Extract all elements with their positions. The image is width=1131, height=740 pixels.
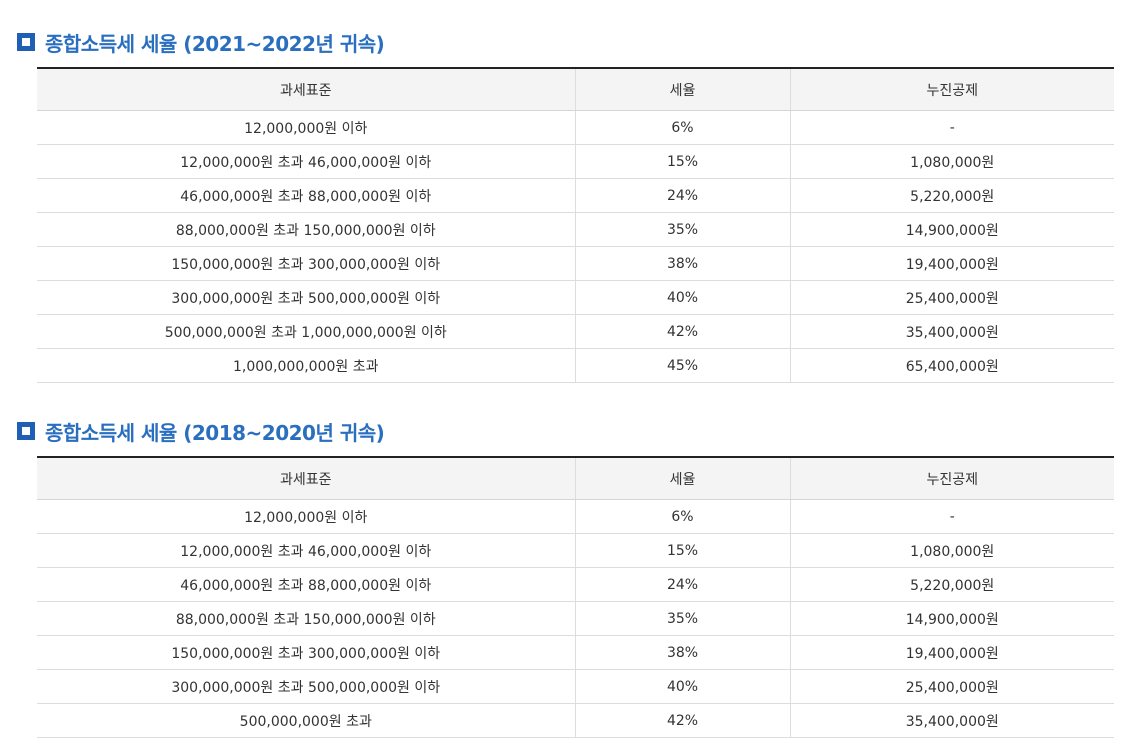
section-heading: 종합소득세 세율 (2021~2022년 귀속)	[17, 28, 385, 56]
square-bullet-icon	[17, 422, 35, 440]
column-header-tax-rate: 세율	[574, 67, 790, 111]
tax-base-cell: 150,000,000원 초과 300,000,000원 이하	[37, 635, 575, 670]
table-row: 150,000,000원 초과 300,000,000원 이하 38% 19,4…	[37, 635, 1114, 670]
deduction-cell: -	[789, 499, 1114, 534]
table-row: 12,000,000원 이하 6% -	[37, 110, 1114, 145]
table-row: 500,000,000원 초과 42% 35,400,000원	[37, 703, 1114, 738]
tax-rate-cell: 42%	[574, 703, 790, 738]
tax-base-cell: 88,000,000원 초과 150,000,000원 이하	[37, 212, 575, 247]
table-row: 300,000,000원 초과 500,000,000원 이하 40% 25,4…	[37, 280, 1114, 315]
table-row: 88,000,000원 초과 150,000,000원 이하 35% 14,90…	[37, 212, 1114, 247]
tax-rate-cell: 40%	[574, 280, 790, 315]
deduction-cell: 65,400,000원	[789, 348, 1114, 383]
table-row: 300,000,000원 초과 500,000,000원 이하 40% 25,4…	[37, 669, 1114, 704]
table-row: 12,000,000원 초과 46,000,000원 이하 15% 1,080,…	[37, 533, 1114, 568]
table-row: 46,000,000원 초과 88,000,000원 이하 24% 5,220,…	[37, 178, 1114, 213]
tax-base-cell: 500,000,000원 초과 1,000,000,000원 이하	[37, 314, 575, 349]
deduction-cell: 35,400,000원	[789, 314, 1114, 349]
tax-base-cell: 1,000,000,000원 초과	[37, 348, 575, 383]
deduction-cell: 19,400,000원	[789, 635, 1114, 670]
section-title: 종합소득세 세율 (2021~2022년 귀속)	[45, 31, 385, 56]
tax-rate-cell: 24%	[574, 178, 790, 213]
tax-rate-table: 과세표준 세율 누진공제 12,000,000원 이하 6% - 12,000,…	[37, 67, 1114, 383]
table-row: 12,000,000원 초과 46,000,000원 이하 15% 1,080,…	[37, 144, 1114, 179]
tax-base-cell: 300,000,000원 초과 500,000,000원 이하	[37, 669, 575, 704]
tax-rate-table: 과세표준 세율 누진공제 12,000,000원 이하 6% - 12,000,…	[37, 456, 1114, 738]
column-header-tax-rate: 세율	[574, 456, 790, 500]
deduction-cell: 14,900,000원	[789, 212, 1114, 247]
deduction-cell: 5,220,000원	[789, 178, 1114, 213]
tax-rate-cell: 38%	[574, 635, 790, 670]
column-header-progressive-deduction: 누진공제	[789, 456, 1114, 500]
table-header-row: 과세표준 세율 누진공제	[37, 67, 1114, 111]
deduction-cell: 5,220,000원	[789, 567, 1114, 602]
section-heading: 종합소득세 세율 (2018~2020년 귀속)	[17, 417, 385, 445]
tax-base-cell: 150,000,000원 초과 300,000,000원 이하	[37, 246, 575, 281]
tax-base-cell: 46,000,000원 초과 88,000,000원 이하	[37, 178, 575, 213]
table-row: 500,000,000원 초과 1,000,000,000원 이하 42% 35…	[37, 314, 1114, 349]
tax-base-cell: 88,000,000원 초과 150,000,000원 이하	[37, 601, 575, 636]
column-header-tax-base: 과세표준	[37, 67, 575, 111]
deduction-cell: 14,900,000원	[789, 601, 1114, 636]
tax-rate-cell: 35%	[574, 212, 790, 247]
deduction-cell: 19,400,000원	[789, 246, 1114, 281]
tax-base-cell: 46,000,000원 초과 88,000,000원 이하	[37, 567, 575, 602]
tax-rate-cell: 42%	[574, 314, 790, 349]
tax-base-cell: 12,000,000원 초과 46,000,000원 이하	[37, 144, 575, 179]
deduction-cell: 25,400,000원	[789, 280, 1114, 315]
table-row: 88,000,000원 초과 150,000,000원 이하 35% 14,90…	[37, 601, 1114, 636]
table-row: 12,000,000원 이하 6% -	[37, 499, 1114, 534]
tax-rate-cell: 38%	[574, 246, 790, 281]
table-row: 1,000,000,000원 초과 45% 65,400,000원	[37, 348, 1114, 383]
column-header-tax-base: 과세표준	[37, 456, 575, 500]
tax-rate-cell: 24%	[574, 567, 790, 602]
tax-base-cell: 500,000,000원 초과	[37, 703, 575, 738]
tax-rate-cell: 35%	[574, 601, 790, 636]
tax-base-cell: 300,000,000원 초과 500,000,000원 이하	[37, 280, 575, 315]
tax-rate-cell: 45%	[574, 348, 790, 383]
section-title: 종합소득세 세율 (2018~2020년 귀속)	[45, 420, 385, 445]
deduction-cell: -	[789, 110, 1114, 145]
deduction-cell: 1,080,000원	[789, 144, 1114, 179]
table-header-row: 과세표준 세율 누진공제	[37, 456, 1114, 500]
deduction-cell: 25,400,000원	[789, 669, 1114, 704]
tax-rate-cell: 40%	[574, 669, 790, 704]
tax-base-cell: 12,000,000원 초과 46,000,000원 이하	[37, 533, 575, 568]
tax-rate-cell: 6%	[574, 499, 790, 534]
deduction-cell: 1,080,000원	[789, 533, 1114, 568]
column-header-progressive-deduction: 누진공제	[789, 67, 1114, 111]
tax-rate-cell: 15%	[574, 144, 790, 179]
tax-base-cell: 12,000,000원 이하	[37, 499, 575, 534]
tax-rate-cell: 15%	[574, 533, 790, 568]
table-row: 46,000,000원 초과 88,000,000원 이하 24% 5,220,…	[37, 567, 1114, 602]
square-bullet-icon	[17, 33, 35, 51]
deduction-cell: 35,400,000원	[789, 703, 1114, 738]
tax-rate-cell: 6%	[574, 110, 790, 145]
table-row: 150,000,000원 초과 300,000,000원 이하 38% 19,4…	[37, 246, 1114, 281]
tax-base-cell: 12,000,000원 이하	[37, 110, 575, 145]
